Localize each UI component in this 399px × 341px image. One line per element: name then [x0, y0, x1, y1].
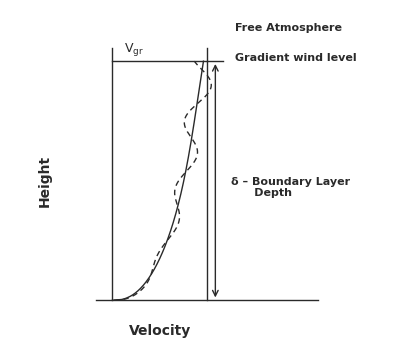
Text: Velocity: Velocity: [129, 324, 191, 338]
Text: Free Atmosphere: Free Atmosphere: [235, 23, 342, 33]
Text: δ – Boundary Layer
      Depth: δ – Boundary Layer Depth: [231, 177, 350, 198]
Text: $\mathregular{V_{gr}}$: $\mathregular{V_{gr}}$: [124, 41, 144, 58]
Text: Gradient wind level: Gradient wind level: [235, 53, 357, 63]
Text: Height: Height: [38, 155, 52, 207]
